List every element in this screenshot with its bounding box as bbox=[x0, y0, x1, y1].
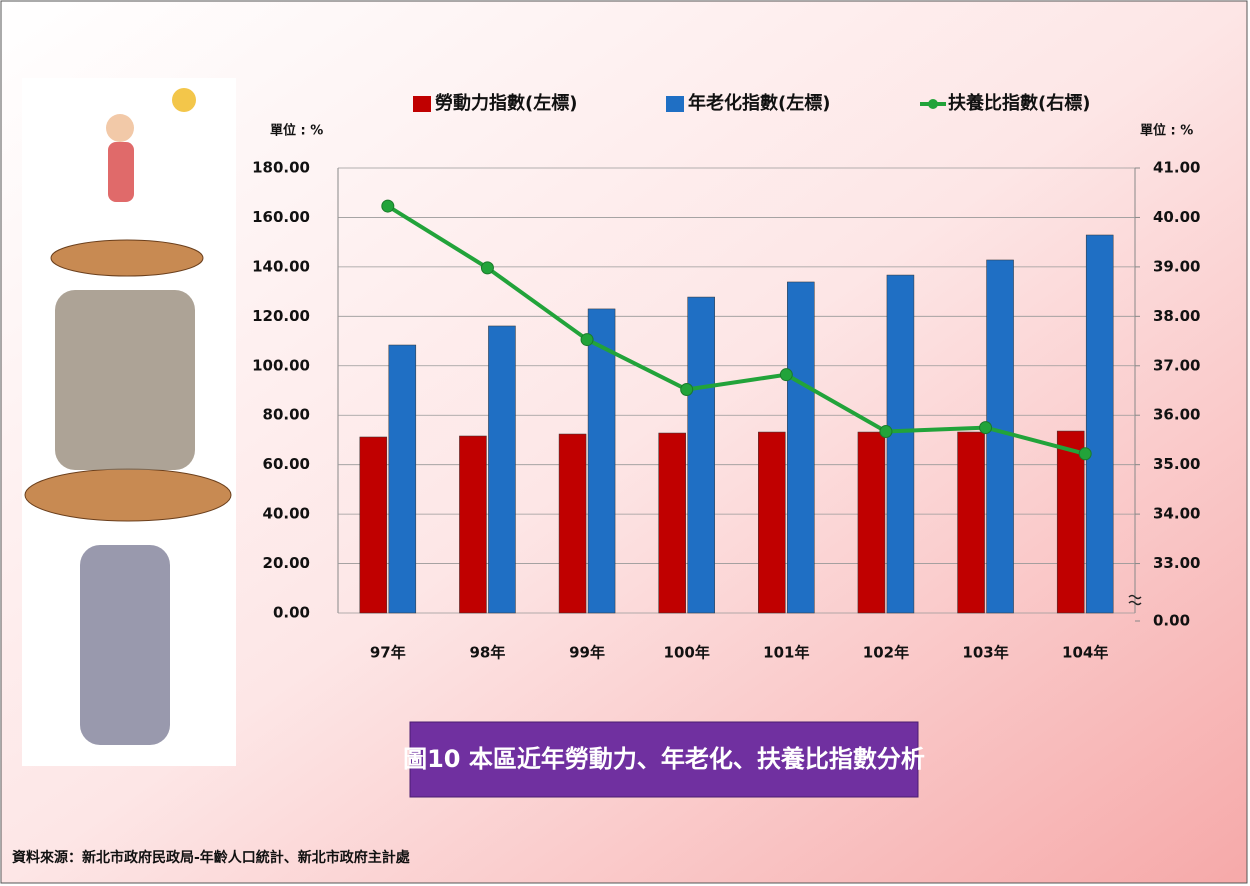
line-point bbox=[779, 368, 793, 382]
y2-tick-label: 33.00 bbox=[1153, 554, 1200, 572]
title-box bbox=[409, 721, 919, 798]
x-tick-label: 101年 bbox=[763, 644, 809, 662]
bar bbox=[787, 281, 815, 614]
y-unit: 單位 : % bbox=[270, 123, 323, 139]
y2-tick-label: 40.00 bbox=[1153, 208, 1200, 226]
x-tick-label: 99年 bbox=[569, 644, 605, 662]
bar bbox=[488, 325, 516, 614]
legend-label: 年老化指數(左標) bbox=[688, 92, 830, 114]
illustration bbox=[22, 78, 236, 766]
legend-label: 扶養比指數(右標) bbox=[948, 92, 1090, 114]
axis-break bbox=[1128, 594, 1142, 606]
bar bbox=[558, 433, 587, 614]
y2-unit: 單位 : % bbox=[1140, 123, 1193, 139]
y2-tick-label: 34.00 bbox=[1153, 505, 1200, 523]
x-tick-label: 104年 bbox=[1062, 644, 1108, 662]
bar bbox=[587, 308, 616, 614]
line-point bbox=[680, 383, 694, 397]
x-tick-label: 97年 bbox=[370, 644, 406, 662]
line-point bbox=[979, 421, 993, 435]
y2-tick-label: 41.00 bbox=[1153, 159, 1200, 177]
y-tick-label: 140.00 bbox=[252, 257, 310, 275]
y-tick-label: 40.00 bbox=[263, 505, 310, 523]
legend-label: 勞動力指數(左標) bbox=[435, 92, 577, 114]
x-tick-label: 103年 bbox=[962, 644, 1008, 662]
y-tick-label: 0.00 bbox=[273, 604, 310, 622]
y-tick-label: 100.00 bbox=[252, 356, 310, 374]
bar bbox=[857, 431, 886, 614]
bar bbox=[459, 435, 487, 614]
bar bbox=[758, 431, 786, 614]
y2-tick-label: 37.00 bbox=[1153, 356, 1200, 374]
line-point bbox=[580, 333, 594, 347]
y2-tick-label: 0.00 bbox=[1153, 612, 1190, 630]
y2-tick-label: 35.00 bbox=[1153, 455, 1200, 473]
bar bbox=[1085, 234, 1114, 614]
bar bbox=[986, 259, 1014, 614]
y-tick-label: 20.00 bbox=[263, 554, 310, 572]
line-point bbox=[480, 261, 494, 275]
bar bbox=[658, 432, 686, 614]
bar bbox=[359, 436, 388, 614]
line-point bbox=[879, 425, 893, 439]
line-point bbox=[381, 199, 395, 213]
chart-title: 圖10 本區近年勞動力、年老化、扶養比指數分析 bbox=[403, 745, 925, 773]
y-tick-label: 60.00 bbox=[263, 455, 310, 473]
y2-tick-label: 38.00 bbox=[1153, 307, 1200, 325]
source: 資料來源：新北市政府民政局-年齡人口統計、新北市政府主計處 bbox=[12, 849, 411, 866]
bar bbox=[687, 296, 715, 614]
bar bbox=[886, 274, 915, 614]
bar bbox=[1056, 430, 1085, 614]
y2-tick-label: 36.00 bbox=[1153, 406, 1200, 424]
y-tick-label: 120.00 bbox=[252, 307, 310, 325]
line-point bbox=[1078, 447, 1092, 461]
y-tick-label: 180.00 bbox=[252, 159, 310, 177]
x-tick-label: 100年 bbox=[664, 644, 710, 662]
legend-swatch bbox=[413, 96, 431, 112]
bar bbox=[957, 431, 985, 614]
y-tick-label: 80.00 bbox=[263, 406, 310, 424]
x-tick-label: 98年 bbox=[470, 644, 506, 662]
y2-tick-label: 39.00 bbox=[1153, 257, 1200, 275]
y-tick-label: 160.00 bbox=[252, 208, 310, 226]
line bbox=[386, 204, 1086, 456]
bar bbox=[388, 344, 417, 614]
legend-marker bbox=[928, 99, 938, 109]
legend-swatch bbox=[666, 96, 684, 112]
x-tick-label: 102年 bbox=[863, 644, 909, 662]
